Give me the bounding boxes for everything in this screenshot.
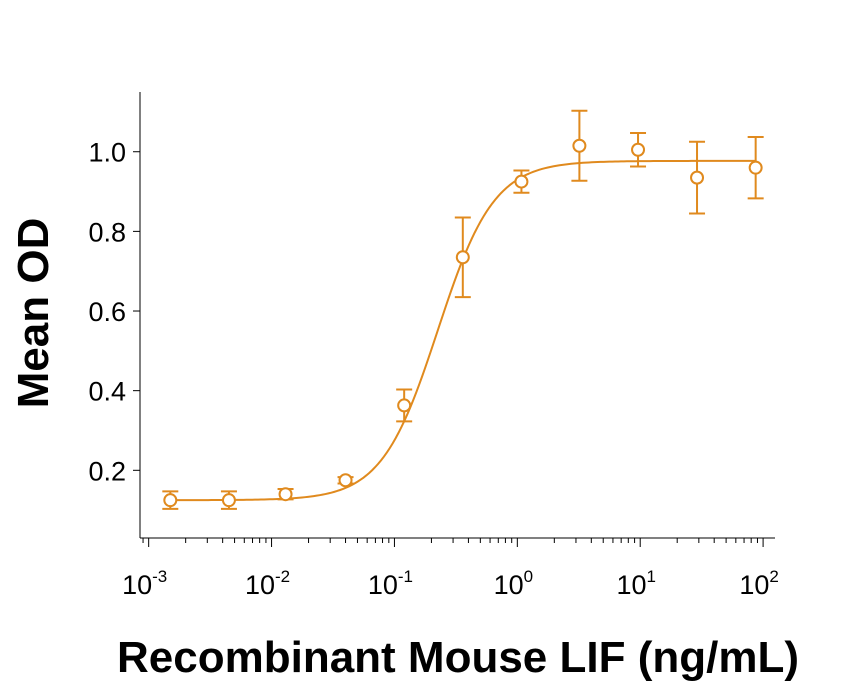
- x-tick-label: 10-2: [245, 567, 290, 600]
- point-marker: [163, 493, 178, 508]
- y-tick-label: 1.0: [88, 138, 126, 168]
- x-tick-label: 101: [616, 567, 656, 600]
- x-tick-exponent: 1: [646, 567, 655, 586]
- point-marker: [338, 473, 353, 488]
- point-marker: [690, 170, 705, 185]
- x-tick-label: 102: [739, 567, 779, 600]
- x-tick-exponent: 2: [769, 567, 778, 586]
- x-tick-exponent: -1: [398, 567, 413, 586]
- data-point: [337, 473, 354, 488]
- point-marker: [397, 398, 412, 413]
- x-tick-exponent: -2: [275, 567, 290, 586]
- y-tick-label: 0.6: [88, 297, 126, 327]
- axes: 0.20.40.60.81.010-3 10-2 10-1 100 101 102: [88, 92, 779, 600]
- point-marker: [221, 493, 236, 508]
- x-tick-exponent: -3: [152, 567, 167, 586]
- point-marker: [572, 138, 587, 153]
- data-point: [513, 169, 530, 194]
- data-point: [747, 135, 764, 200]
- x-tick-label: 10-1: [368, 567, 413, 600]
- point-marker: [455, 250, 470, 265]
- data-point: [162, 490, 179, 510]
- y-tick-label: 0.2: [88, 456, 126, 486]
- point-marker: [514, 174, 529, 189]
- fit-curve-layer: [170, 159, 756, 502]
- point-marker: [748, 160, 763, 175]
- x-tick-exponent: 0: [524, 567, 533, 586]
- fit-curve: [170, 159, 756, 502]
- data-point: [277, 487, 294, 502]
- data-points-layer: [162, 109, 764, 510]
- point-marker: [278, 487, 293, 502]
- data-point: [396, 388, 413, 423]
- point-marker: [631, 142, 646, 157]
- data-point: [689, 140, 706, 215]
- data-point: [454, 216, 471, 299]
- x-tick-label: 100: [494, 567, 534, 600]
- data-point: [571, 109, 588, 182]
- x-axis-title: Recombinant Mouse LIF (ng/mL): [117, 633, 799, 682]
- x-tick-label: 10-3: [122, 567, 167, 600]
- y-axis-title: Mean OD: [9, 218, 58, 409]
- data-point: [220, 490, 237, 510]
- y-tick-label: 0.4: [88, 377, 126, 407]
- y-tick-label: 0.8: [88, 217, 126, 247]
- data-point: [630, 132, 647, 168]
